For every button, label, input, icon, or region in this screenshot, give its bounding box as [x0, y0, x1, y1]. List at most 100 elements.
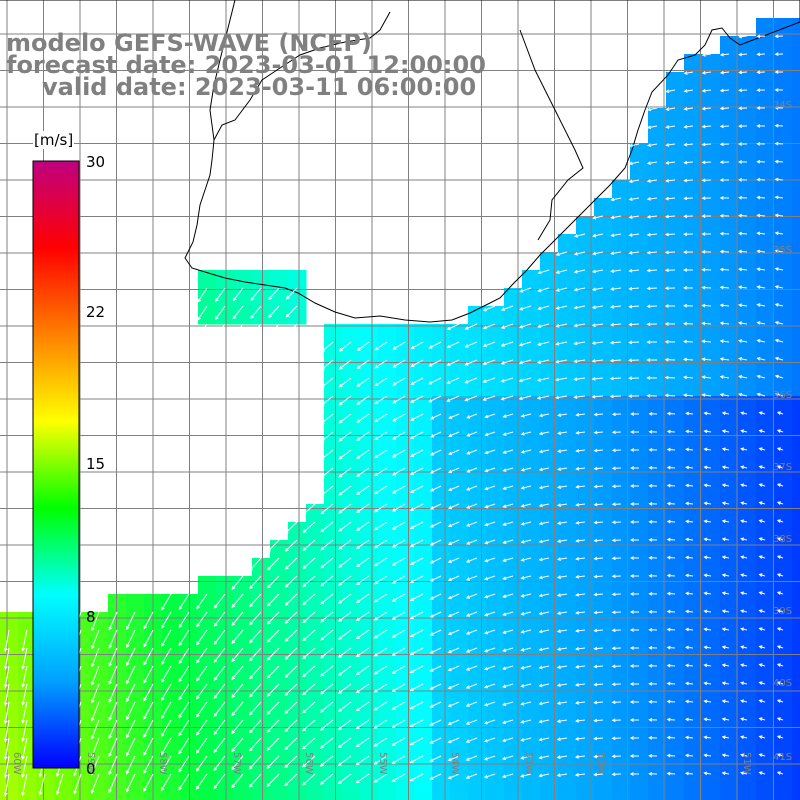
wind-arrow-head: [701, 142, 706, 147]
wind-arrow-head: [756, 177, 761, 182]
wind-arrow: [374, 593, 388, 603]
wind-arrow-head: [701, 321, 706, 326]
wind-arrow: [647, 179, 658, 182]
wind-arrow-head: [593, 538, 598, 543]
field-cell: [432, 756, 451, 775]
field-cell: [792, 630, 800, 649]
wind-arrow-head: [392, 490, 396, 494]
wind-arrow: [320, 557, 334, 569]
wind-arrow-head: [410, 345, 415, 350]
wind-arrow-head: [740, 771, 745, 775]
wind-arrow-head: [738, 160, 742, 164]
wind-arrow-head: [538, 485, 543, 490]
wind-arrow: [519, 323, 532, 328]
wind-arrow-head: [429, 542, 434, 546]
wind-arrow-head: [197, 298, 201, 303]
wind-arrow-head: [125, 716, 130, 721]
field-cell: [792, 684, 800, 703]
wind-arrow-head: [758, 663, 763, 667]
wind-arrow-head: [685, 609, 690, 614]
wind-arrow: [196, 629, 208, 645]
wind-arrow: [647, 269, 658, 272]
field-cell: [756, 630, 775, 649]
wind-arrow-head: [703, 501, 708, 506]
field-cell: [756, 144, 775, 163]
wind-arrow-head: [447, 667, 452, 672]
field-cell: [450, 702, 469, 721]
field-cell: [432, 666, 451, 685]
wind-arrow: [320, 611, 334, 623]
wind-arrow-head: [391, 598, 396, 602]
field-cell: [324, 648, 343, 667]
field-cell: [666, 720, 685, 739]
wind-arrow: [284, 701, 298, 714]
wind-arrow: [704, 628, 712, 631]
field-cell: [720, 486, 739, 505]
wind-arrow: [91, 611, 100, 631]
field-cell: [360, 324, 379, 343]
wind-arrow: [374, 773, 388, 783]
wind-arrow: [339, 341, 352, 352]
wind-arrow-head: [629, 754, 634, 758]
wind-arrow-head: [774, 249, 779, 254]
wind-arrow-head: [125, 734, 130, 739]
wind-arrow: [374, 449, 388, 459]
wind-arrow: [720, 393, 730, 397]
wind-arrow-head: [593, 592, 598, 597]
field-cell: [666, 756, 685, 775]
wind-arrow-head: [302, 529, 307, 534]
field-cell: [594, 342, 613, 361]
wind-arrow: [722, 736, 730, 739]
field-cell: [774, 54, 793, 73]
field-cell: [720, 144, 739, 163]
wind-arrow: [410, 431, 424, 439]
wind-arrow: [374, 611, 388, 621]
field-cell: [540, 576, 559, 595]
wind-arrow: [126, 665, 136, 684]
wind-arrow-head: [178, 732, 182, 737]
wind-arrow: [320, 719, 334, 731]
wind-arrow: [503, 593, 514, 598]
wind-arrow-head: [213, 604, 218, 609]
field-cell: [540, 558, 559, 577]
wind-arrow: [610, 395, 622, 398]
wind-arrow-head: [575, 700, 580, 705]
wind-arrow-head: [214, 334, 219, 339]
field-cell: [666, 792, 685, 800]
wind-arrow-head: [630, 412, 635, 416]
field-cell: [702, 720, 721, 739]
field-cell: [702, 90, 721, 109]
wind-arrow: [91, 737, 100, 757]
wind-arrow-head: [302, 745, 306, 750]
wind-arrow-head: [648, 591, 653, 596]
model-title: modelo GEFS-WAVE (NCEP): [6, 29, 372, 57]
field-cell: [756, 360, 775, 379]
field-cell: [486, 324, 505, 343]
wind-arrow: [521, 557, 532, 561]
wind-arrow-head: [719, 303, 724, 308]
field-cell: [684, 648, 703, 667]
wind-arrow-head: [520, 539, 525, 544]
wind-arrow: [574, 251, 586, 255]
wind-arrow-head: [518, 396, 523, 401]
field-cell: [414, 558, 433, 577]
wind-arrow: [539, 737, 550, 741]
field-cell: [648, 108, 667, 127]
wind-arrow: [666, 179, 676, 182]
wind-arrow-head: [391, 670, 396, 674]
field-cell: [594, 666, 613, 685]
wind-arrow: [483, 359, 496, 365]
wind-arrow-head: [721, 573, 726, 578]
wind-arrow-head: [410, 489, 414, 493]
wind-arrow-head: [464, 397, 469, 402]
field-cell: [738, 234, 757, 253]
wind-arrow: [321, 359, 334, 370]
wind-arrow: [374, 665, 388, 675]
wind-arrow: [4, 629, 10, 652]
wind-arrow: [539, 467, 550, 471]
wind-arrow: [775, 393, 784, 397]
field-cell: [360, 594, 379, 613]
wind-arrow-head: [740, 537, 745, 541]
field-cell: [396, 378, 415, 397]
field-cell: [522, 450, 541, 469]
